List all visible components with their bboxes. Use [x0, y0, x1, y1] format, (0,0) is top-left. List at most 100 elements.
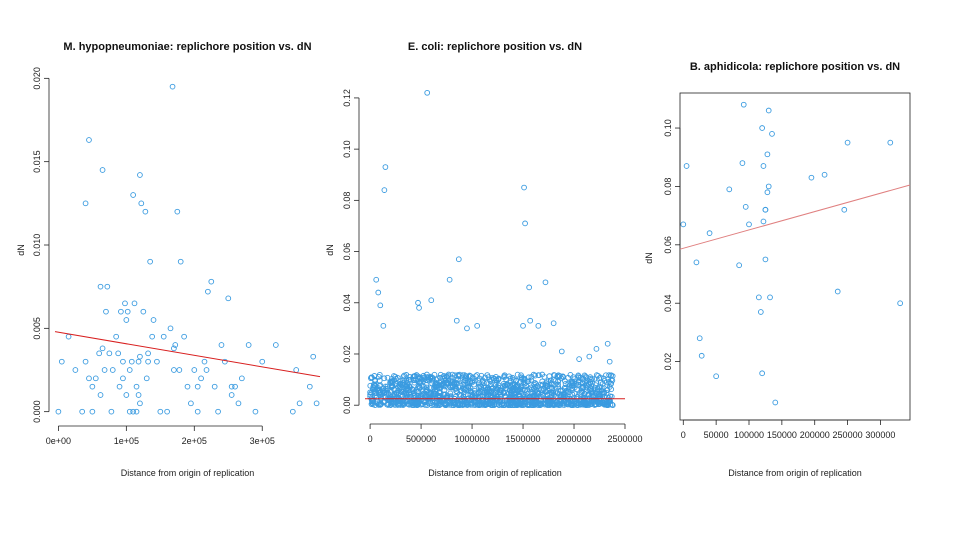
x-tick-label: 1e+05: [114, 436, 139, 446]
data-point: [683, 163, 690, 169]
data-point: [473, 390, 480, 396]
data-point: [208, 278, 215, 285]
data-point: [588, 385, 595, 392]
data-point: [194, 383, 201, 390]
data-point: [507, 400, 513, 407]
data-point: [467, 388, 474, 394]
data-point: [593, 372, 600, 378]
data-point: [760, 218, 767, 225]
data-point: [593, 401, 600, 407]
data-point: [453, 317, 460, 324]
data-point: [118, 308, 124, 315]
data-point: [225, 295, 232, 302]
data-point: [392, 373, 399, 380]
data-point: [82, 358, 89, 365]
data-point: [377, 395, 384, 401]
data-point: [479, 379, 486, 385]
data-point: [581, 372, 588, 379]
data-point: [765, 183, 772, 190]
data-point: [99, 345, 106, 352]
data-point: [556, 373, 563, 379]
data-point: [201, 358, 208, 365]
y-tick-label: 0.015: [32, 150, 42, 173]
data-point: [137, 353, 143, 360]
data-point: [436, 402, 443, 409]
x-tick-label: 300000: [865, 430, 895, 440]
data-point: [538, 386, 545, 393]
data-point: [482, 374, 488, 381]
data-point: [578, 389, 585, 396]
data-point: [554, 401, 560, 408]
data-point: [460, 379, 467, 385]
data-point: [150, 317, 157, 323]
x-tick-label: 3e+05: [250, 436, 275, 446]
data-point: [455, 256, 462, 263]
data-point: [467, 373, 474, 379]
data-point: [597, 374, 604, 381]
data-point: [452, 372, 458, 379]
y-tick-label: 0.08: [342, 192, 352, 210]
data-point: [574, 402, 581, 409]
y-tick-label: 0.10: [342, 140, 352, 158]
data-point: [235, 400, 242, 407]
data-point: [739, 160, 746, 166]
data-point: [368, 375, 374, 382]
chart-title: B. aphidicola: replichore position vs. d…: [690, 61, 900, 73]
y-tick-label: 0.020: [32, 67, 42, 90]
data-point: [772, 399, 779, 406]
x-axis-label: Distance from origin of replication: [728, 468, 862, 478]
data-point: [600, 388, 607, 395]
data-point: [99, 167, 106, 173]
data-point: [89, 383, 96, 390]
data-point: [126, 367, 133, 373]
regression-line: [679, 184, 911, 250]
data-point: [557, 402, 564, 408]
data-point: [566, 389, 573, 396]
data-point: [135, 392, 142, 398]
data-point: [486, 387, 493, 394]
chart-title: M. hypopneumoniae: replichore position v…: [63, 41, 311, 53]
data-point: [164, 408, 170, 415]
data-point: [109, 367, 116, 373]
data-point: [520, 322, 526, 329]
x-axis-label: Distance from origin of replication: [121, 468, 255, 478]
data-point: [529, 390, 536, 397]
data-point: [474, 322, 481, 329]
x-tick-label: 0: [368, 434, 373, 444]
data-point: [82, 200, 89, 207]
data-point: [97, 283, 104, 290]
data-point: [381, 389, 388, 395]
data-point: [593, 346, 600, 352]
data-point: [191, 367, 198, 373]
data-point: [548, 381, 555, 387]
data-point: [138, 200, 145, 207]
data-point: [377, 302, 384, 309]
data-point: [450, 380, 457, 387]
data-point: [145, 350, 151, 357]
data-point: [603, 372, 609, 379]
data-point: [485, 374, 492, 380]
data-point: [522, 379, 529, 386]
data-point: [464, 325, 470, 332]
data-point: [569, 378, 576, 385]
data-point: [181, 333, 187, 340]
data-point: [555, 383, 561, 390]
data-point: [140, 308, 147, 315]
y-tick-label: 0.12: [342, 89, 352, 107]
data-point: [92, 375, 99, 382]
data-point: [167, 325, 174, 332]
data-point: [160, 333, 167, 340]
data-point: [436, 394, 442, 401]
data-point: [400, 398, 407, 405]
y-axis-label: dN: [325, 244, 335, 256]
data-point: [133, 408, 140, 415]
data-point: [544, 392, 550, 399]
data-point: [603, 379, 610, 386]
data-point: [184, 383, 191, 390]
regression-line: [54, 331, 321, 378]
data-point: [424, 387, 431, 393]
data-point: [458, 387, 465, 394]
data-point: [513, 383, 519, 389]
data-point: [606, 358, 613, 365]
data-point: [740, 101, 747, 108]
